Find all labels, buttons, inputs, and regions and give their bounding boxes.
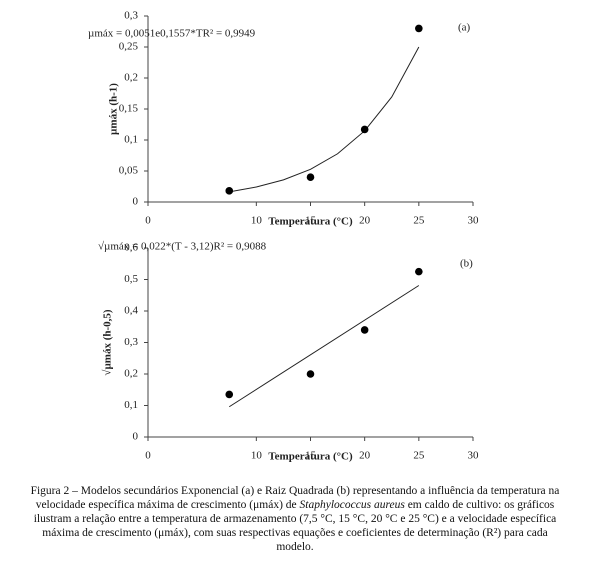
x-axis-label: Temperatura (°C) bbox=[268, 451, 353, 463]
x-tick-label: 20 bbox=[359, 215, 371, 227]
fit-line bbox=[229, 46, 420, 193]
data-point bbox=[415, 267, 423, 276]
equation: √µmáx = 0,022*(T - 3,12)R² = 0,9088 bbox=[98, 241, 267, 253]
caption-text: Modelos secundários Exponencial (a) e Ra… bbox=[35, 485, 560, 511]
x-tick-label: 15 bbox=[305, 215, 317, 227]
y-tick-label: 0 bbox=[133, 196, 139, 208]
y-tick-label: 0,1 bbox=[124, 399, 138, 411]
data-point bbox=[415, 24, 423, 33]
x-tick-label: 25 bbox=[413, 450, 425, 462]
y-tick-label: 0,4 bbox=[124, 305, 138, 317]
x-tick-label: 25 bbox=[413, 215, 425, 227]
x-tick-label: 20 bbox=[359, 450, 371, 462]
caption-text: em caldo de cultivo: os gráficos ilustra… bbox=[33, 499, 557, 553]
panel-label: (a) bbox=[458, 22, 471, 34]
x-tick-label: 10 bbox=[251, 215, 263, 227]
x-tick-label: 0 bbox=[145, 215, 151, 227]
y-axis-label: √µmáx (h-0,5) bbox=[102, 309, 114, 375]
y-tick-label: 0,2 bbox=[124, 368, 138, 380]
equation: µmáx = 0,0051e0,1557*TR² = 0,9949 bbox=[88, 28, 256, 40]
x-tick-label: 0 bbox=[145, 450, 151, 462]
y-tick-label: 0,2 bbox=[124, 72, 138, 84]
x-tick-label: 30 bbox=[468, 450, 480, 462]
y-tick-label: 0,6 bbox=[124, 242, 138, 254]
data-point bbox=[306, 173, 315, 181]
y-axis-label: µmáx (h-1) bbox=[108, 83, 120, 135]
y-tick-label: 0,3 bbox=[124, 10, 138, 22]
y-tick-label: 0 bbox=[133, 431, 139, 443]
panel-label: (b) bbox=[460, 258, 473, 270]
data-point bbox=[225, 187, 234, 195]
y-tick-label: 0,15 bbox=[119, 103, 139, 115]
data-point bbox=[306, 370, 315, 378]
data-point bbox=[225, 390, 234, 399]
y-tick-label: 0,1 bbox=[124, 134, 138, 146]
figure: 0 0,05 0,1 0,15 0,2 0,25 0,3 0 10 15 20 25 30 Tempera… bbox=[88, 10, 480, 463]
y-tick-label: 0,25 bbox=[119, 41, 139, 53]
fit-line bbox=[228, 285, 420, 408]
x-axis-label: Temperatura (°C) bbox=[268, 216, 353, 228]
caption-label: Figura 2 – bbox=[30, 485, 81, 497]
x-tick-label: 15 bbox=[305, 450, 317, 462]
y-tick-label: 0,5 bbox=[124, 273, 138, 285]
data-point bbox=[360, 326, 369, 334]
y-tick-label: 0,05 bbox=[119, 165, 139, 177]
y-tick-label: 0,3 bbox=[124, 336, 138, 348]
data-point bbox=[360, 125, 369, 134]
caption-species: Staphylococcus aureus bbox=[299, 499, 405, 511]
x-tick-label: 30 bbox=[468, 215, 480, 227]
x-tick-label: 10 bbox=[251, 450, 263, 462]
caption: Figura 2 – Modelos secundários Exponenci… bbox=[30, 484, 560, 554]
